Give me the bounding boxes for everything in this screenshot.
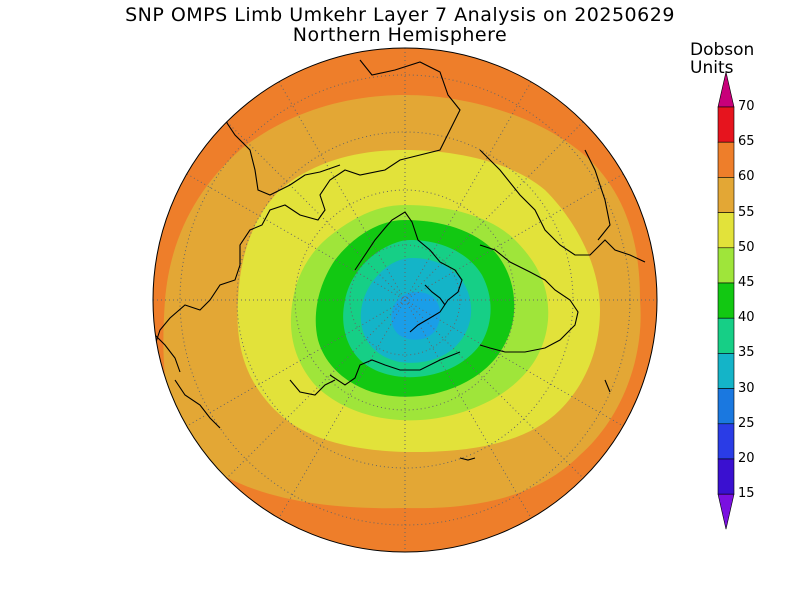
colorbar-segment (717, 212, 735, 249)
colorbar-tick-label: 70 (738, 99, 755, 114)
colorbar-max-arrow (717, 71, 735, 108)
map-subtitle: Northern Hemisphere (292, 24, 508, 46)
units-label-line1: Dobson (690, 40, 755, 60)
graticule (153, 48, 657, 552)
colorbar-tick-label: 30 (738, 380, 755, 396)
colorbar-segment (717, 353, 735, 389)
contour-25-30 (391, 292, 440, 340)
colorbar-tick-label: 50 (738, 239, 755, 255)
colorbar-tick-label: 55 (738, 204, 755, 220)
colorbar-segment (717, 247, 735, 284)
colorbar-segment (717, 141, 735, 178)
colorbar-tick-label: 60 (738, 169, 755, 185)
coastlines (153, 59, 646, 461)
colorbar-tick-label: 35 (738, 345, 755, 361)
colorbar-tick-label: 15 (738, 486, 755, 502)
units-label-line2: Units (690, 58, 734, 78)
colorbar-tick-label: 25 (738, 415, 755, 431)
colorbar-segment (717, 388, 735, 425)
map-title: SNP OMPS Limb Umkehr Layer 7 Analysis on… (125, 4, 675, 26)
colorbar-segment (717, 282, 735, 319)
colorbar-segment (717, 106, 735, 143)
colorbar-segment (717, 458, 735, 495)
colorbar-tick-label: 20 (738, 451, 755, 466)
contour-fill (153, 48, 657, 552)
colorbar-tick-label: 40 (738, 310, 755, 326)
colorbar-segment (717, 317, 735, 354)
colorbar-segment (717, 177, 735, 213)
colorbar-tick-label: 45 (738, 275, 755, 290)
map-boundary (152, 47, 658, 553)
colorbar-min-arrow (717, 493, 735, 530)
colorbar-segment (717, 423, 735, 460)
colorbar-tick-label: 65 (738, 134, 755, 150)
